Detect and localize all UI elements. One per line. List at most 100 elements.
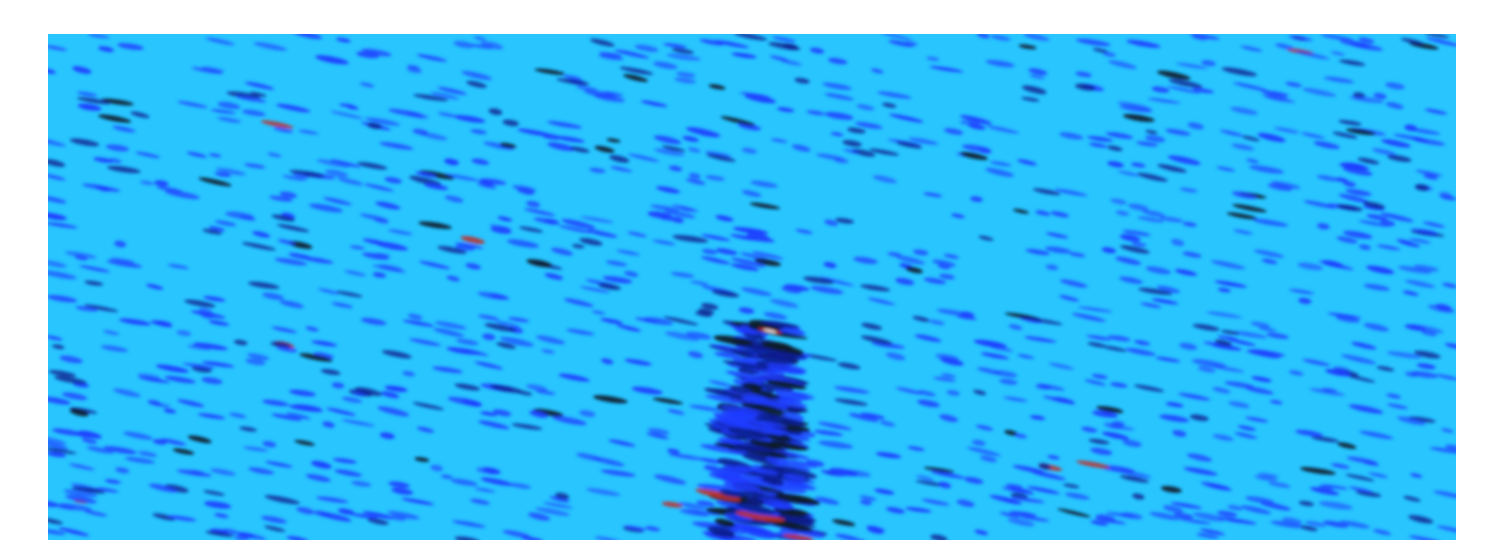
noise-streak (1349, 95, 1385, 104)
noise-streak (86, 446, 115, 454)
noise-streak (163, 408, 177, 414)
noise-streak (1059, 279, 1088, 288)
noise-streak (269, 195, 293, 202)
noise-streak (661, 145, 686, 152)
noise-streak (555, 492, 570, 500)
noise-streak (1304, 520, 1327, 528)
noise-streak (1119, 234, 1141, 242)
noise-streak (88, 34, 110, 39)
noise-streak (730, 234, 759, 241)
noise-streak (771, 138, 788, 143)
noise-streak (1131, 162, 1146, 168)
noise-streak (225, 211, 255, 220)
noise-streak (885, 352, 906, 361)
noise-streak (1174, 268, 1197, 276)
noise-streak (1189, 34, 1220, 40)
noise-streak (1289, 288, 1315, 295)
noise-streak (556, 78, 590, 86)
noise-streak (654, 474, 687, 485)
noise-streak (1035, 210, 1051, 216)
noise-streak (822, 82, 852, 90)
noise-streak (1117, 101, 1152, 111)
feature-streak (746, 390, 781, 399)
feature-streak (736, 503, 775, 514)
noise-streak (579, 410, 596, 417)
noise-streak (975, 424, 994, 431)
noise-streak (1300, 525, 1318, 531)
noise-streak (980, 455, 997, 463)
noise-streak (1337, 442, 1357, 449)
noise-streak (1048, 362, 1074, 370)
noise-streak (912, 316, 930, 322)
noise-streak (923, 192, 943, 197)
noise-streak (652, 239, 676, 246)
noise-streak (1373, 92, 1387, 100)
noise-streak (359, 82, 375, 88)
noise-streak (1117, 170, 1140, 177)
noise-streak (653, 61, 678, 70)
noise-streak (502, 119, 519, 127)
noise-streak (201, 361, 235, 368)
noise-streak (1385, 82, 1405, 90)
noise-streak (1294, 50, 1330, 60)
noise-streak (77, 103, 102, 111)
noise-streak (533, 217, 556, 224)
noise-streak (279, 300, 304, 309)
noise-streak (48, 68, 56, 74)
noise-streak (708, 84, 726, 90)
noise-streak (603, 91, 624, 97)
noise-streak (519, 226, 543, 233)
noise-streak (566, 328, 595, 336)
noise-streak (1227, 504, 1243, 511)
noise-streak (674, 77, 696, 84)
noise-streak (1111, 420, 1125, 428)
noise-streak (842, 140, 862, 147)
noise-streak (671, 216, 684, 223)
noise-streak (54, 376, 87, 384)
noise-streak (940, 373, 956, 378)
noise-streak (1403, 495, 1421, 502)
noise-streak (1087, 136, 1114, 142)
noise-streak (367, 122, 382, 130)
noise-streak (1120, 512, 1143, 520)
noise-streak (570, 146, 590, 153)
noise-streak (455, 338, 479, 346)
noise-streak (1433, 490, 1456, 499)
noise-streak (959, 120, 981, 126)
noise-streak (419, 260, 451, 270)
noise-streak (1172, 429, 1187, 437)
noise-streak (1226, 212, 1258, 220)
noise-streak (646, 432, 669, 440)
noise-streak (990, 34, 1011, 41)
noise-streak (923, 277, 947, 285)
noise-streak (1339, 163, 1370, 170)
noise-streak (274, 257, 308, 266)
noise-streak (377, 406, 410, 417)
noise-streak (667, 409, 685, 415)
noise-streak (48, 295, 78, 303)
noise-streak (65, 251, 97, 259)
noise-streak (1102, 51, 1116, 57)
noise-streak (815, 496, 840, 505)
noise-streak (1436, 525, 1456, 534)
noise-streak (320, 369, 341, 375)
noise-streak (541, 349, 555, 354)
noise-streak (407, 65, 420, 70)
noise-streak (810, 285, 844, 295)
noise-streak (499, 336, 534, 347)
noise-streak (1032, 188, 1061, 196)
noise-streak (1008, 324, 1023, 330)
noise-streak (1178, 517, 1212, 525)
feature-streak (729, 385, 752, 393)
noise-streak (113, 388, 141, 398)
noise-streak (322, 421, 335, 428)
noise-streak (1003, 396, 1028, 402)
noise-streak (412, 402, 444, 410)
noise-streak (279, 191, 297, 199)
noise-streak (904, 41, 918, 47)
noise-streak (1042, 395, 1076, 405)
noise-streak (375, 241, 408, 251)
noise-streak (1151, 86, 1170, 93)
noise-streak (187, 344, 211, 351)
feature-streak (769, 401, 790, 408)
